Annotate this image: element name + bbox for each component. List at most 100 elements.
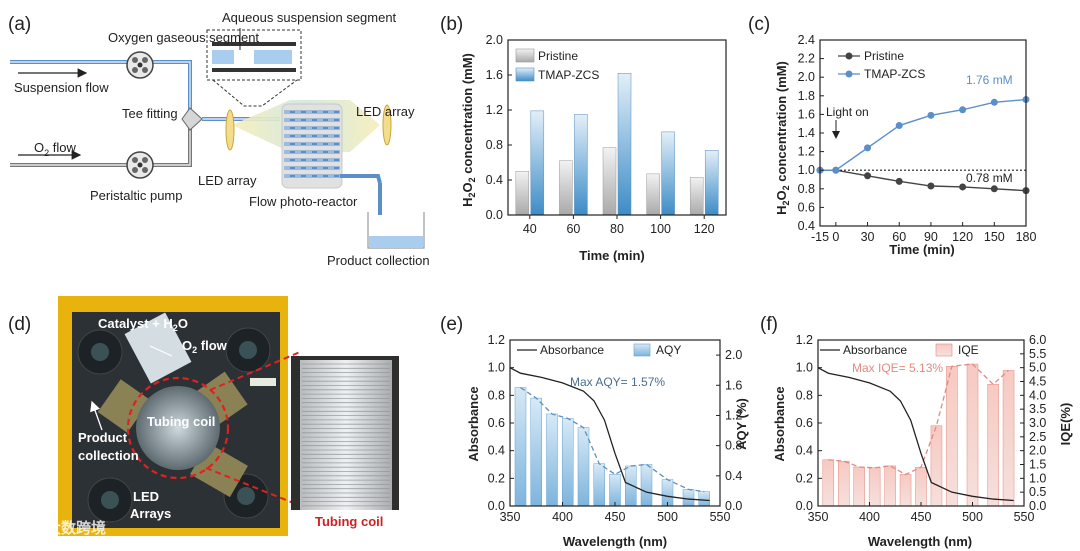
point-pristine-60 [895,177,903,185]
point-pristine-30 [864,172,872,180]
watermark-icon [10,519,26,535]
bar-aqy-450 [609,474,621,507]
panel-a: (a) [8,10,430,268]
chart-c-ytick-label: 1.6 [798,107,815,121]
chart-b-ytick-label: 1.6 [486,68,503,82]
chart-e-ytick-label-left: 0.2 [488,471,505,485]
panel-d-label: (d) [8,314,31,335]
bar-iqe-535 [1002,370,1015,507]
chart-c-xtick-label: 90 [924,230,938,244]
chart-f-ytick-label-left: 1.2 [796,333,813,347]
legend-c-tmap-marker [845,70,853,78]
chart-c-xtick-label: 150 [984,230,1005,244]
o2-flow-label: O2 flow [34,140,76,158]
chart-c-ylabel: H2O2 concentration (mM) [774,61,791,215]
chart-c-xtick-label: 60 [892,230,906,244]
arrays-label: Arrays [130,506,171,521]
chart-f-ytick-label-left: 0.2 [796,471,813,485]
chart-f-ytick-label-left: 0.6 [796,416,813,430]
closeup-coil-icon [300,360,392,510]
chart-c-xtick-label: 0 [832,230,839,244]
sensor-icon [250,378,276,386]
legend-f-iqe-swatch [935,343,953,357]
chart-b-xtick-label: 100 [650,222,671,236]
zoom-line-top [209,351,301,391]
chart-e-ytick-label-left: 0.4 [488,444,505,458]
legend-c-pristine-marker [845,52,853,60]
panel-c-label: (c) [748,14,770,35]
chart-e-ytick-label-right: 0.4 [725,469,742,483]
legend-e-aqy-swatch [633,343,651,357]
pump-top-icon [126,51,154,79]
chart-f-ytick-label-right: 2.5 [1029,430,1046,444]
point-pristine-150 [990,185,998,193]
chart-b: 40 60 80 100 120 0.0 0.4 0.8 1.2 1.6 2.0 [486,33,727,236]
bar-pristine-80 [602,147,617,216]
legend-f-absorbance-label: Absorbance [843,343,907,357]
bar-tmap-zcs-80 [617,73,632,216]
chart-c-ytick-label: 0.8 [798,182,815,196]
bar-iqe-405 [868,467,881,507]
chart-f-ytick-label-right: 0.5 [1029,485,1046,499]
tubing-lines [10,60,382,215]
legend-f-iqe-label: IQE [958,343,979,357]
bar-tmap-zcs-60 [574,114,588,216]
bar-aqy-480 [640,464,653,507]
legend-e-absorbance-label: Absorbance [540,343,604,357]
setup-photo [58,296,288,536]
chart-f-ylabel-left: Absorbance [772,386,787,461]
chart-f-ytick-label-right: 5.5 [1029,347,1046,361]
panel-e: (e) 350 400 450 500 5500.00.20.40.60.81.01.2… [440,314,749,549]
bar-aqy-420 [577,427,590,507]
catalyst-label: Catalyst + H2O [98,316,188,333]
chart-c-ytick-label: 2.4 [798,33,815,47]
series-iqe-trend [828,363,1009,476]
chart-e-ytick-label-left: 0.8 [488,388,505,402]
chart-f-ytick-label-right: 3.5 [1029,402,1046,416]
led-fan-top-left-icon [77,329,123,375]
bar-tmap-zcs-100 [661,131,675,216]
series-line-pristine [820,169,1027,192]
point-tmap-zcs-90 [927,111,935,119]
bar-pristine-60 [559,160,573,216]
led-array-right-icon [382,104,392,146]
legend-pristine-swatch [515,48,535,63]
chart-e-ytick-label-right: 0.0 [725,499,742,513]
panel-e-label: (e) [440,314,463,335]
chart-f-xlabel: Wavelength (nm) [868,534,972,549]
chart-b-ytick-label: 0.0 [486,208,503,222]
chart-b-frame [507,39,727,216]
panel-b: (b) 40 60 80 100 120 0.0 0.4 0.8 1.2 1.6 2.0 H2O2 … [440,14,727,263]
chart-f-ytick-label-left: 0.4 [796,444,813,458]
chart-c-ytick-label: 1.0 [798,163,815,177]
legend-c-pristine-label: Pristine [864,49,904,63]
point-pristine-120 [959,183,967,191]
chart-b-ytick-label: 0.4 [486,173,503,187]
light-on-label: Light on [826,105,869,119]
chart-e-ytick-label-left: 1.0 [488,361,505,375]
bar-aqy-535 [698,491,710,507]
led-array-left-icon [225,109,235,151]
led-array-left-label: LED array [198,173,257,188]
chart-f-ylabel-right: IQE(%) [1058,403,1073,446]
watermark: 大数跨境 [10,519,106,537]
chart-b-ylabel: H2O2 concentration (mM) [460,53,477,207]
chart-f-ytick-label-right: 5.0 [1029,361,1046,375]
point-tmap-zcs-120 [959,106,967,114]
chart-c-xtick-label: -15 [811,230,829,244]
bar-tmap-zcs-40 [530,110,545,216]
o2-flow-photo-label: O2 flow [182,338,228,355]
product-label: Product [78,430,128,445]
bar-iqe-520 [987,384,999,507]
chart-e-xtick-label: 550 [710,510,731,524]
watermark-text: 大数跨境 [46,519,106,537]
chart-f-ytick-label-right: 6.0 [1029,333,1046,347]
chart-f-ytick-label-right: 1.5 [1029,458,1046,472]
series-absorbance-curve [817,367,1014,502]
tubing-coil-caption: Tubing coil [315,514,383,529]
tubing-coil-photo-label: Tubing coil [147,414,215,429]
chart-f-ytick-label-right: 1.0 [1029,471,1046,485]
suspension-flow-label: Suspension flow [14,80,109,95]
bar-iqe-375 [838,460,850,507]
panel-c: (c) -15 0 30 60 90 120 150 180 0.4 0.6 0.8 1.0 1.2 1.… [748,14,1036,257]
